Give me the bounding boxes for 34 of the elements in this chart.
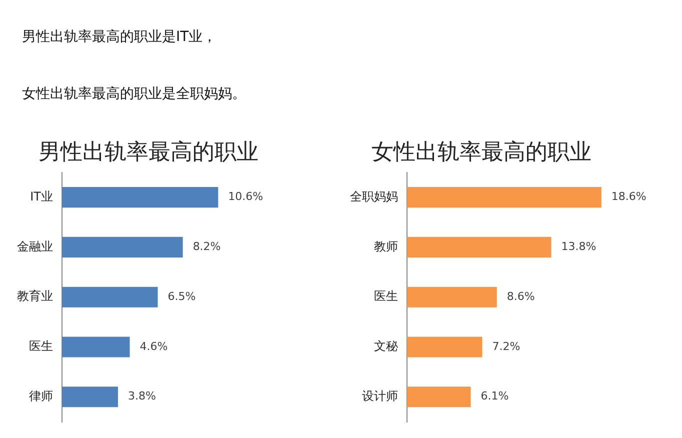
bar <box>407 187 602 208</box>
bar <box>62 386 118 408</box>
bar <box>62 236 183 258</box>
bar <box>62 286 158 308</box>
y-tick-label: 设计师 <box>362 388 398 403</box>
data-label: 4.6% <box>140 340 168 353</box>
y-tick-label: 律师 <box>29 388 53 403</box>
bar <box>407 286 497 308</box>
y-tick-label: 金融业 <box>17 239 53 254</box>
data-label: 6.5% <box>168 290 196 303</box>
bar <box>407 336 482 358</box>
chart-title: 女性出轨率最高的职业 <box>372 140 592 165</box>
data-label: 6.1% <box>480 390 509 403</box>
bar <box>407 236 552 258</box>
bar <box>62 336 130 358</box>
bar <box>407 386 471 408</box>
y-tick-label: 医生 <box>374 289 398 304</box>
y-tick-label: 文秘 <box>374 339 398 354</box>
y-tick-label: 医生 <box>29 339 53 354</box>
data-label: 3.8% <box>128 390 156 403</box>
data-label: 18.6% <box>611 190 646 204</box>
y-tick-label: 全职妈妈 <box>350 189 398 204</box>
data-label: 7.2% <box>492 340 520 353</box>
data-label: 8.2% <box>192 240 221 254</box>
y-tick-label: 教育业 <box>17 289 53 304</box>
data-label: 8.6% <box>506 290 535 303</box>
bar <box>62 187 218 208</box>
data-label: 10.6% <box>228 190 264 204</box>
y-tick-label: IT业 <box>30 189 53 204</box>
text: 男性出轨率最高的职业是IT业， <box>22 28 217 46</box>
chart-title: 男性出轨率最高的职业 <box>38 140 258 165</box>
data-label: 13.8% <box>561 240 596 254</box>
y-tick-label: 教师 <box>374 239 398 254</box>
text: 女性出轨率最高的职业是全职妈妈。 <box>22 85 246 103</box>
